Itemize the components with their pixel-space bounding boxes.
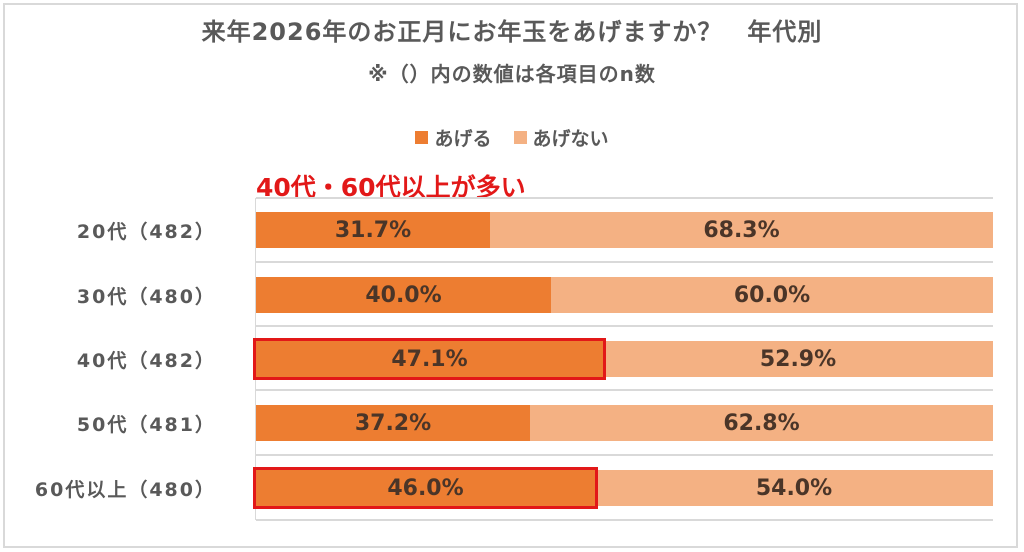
bar-segment-give: 31.7% bbox=[256, 212, 490, 248]
legend-swatch-give bbox=[415, 131, 429, 144]
bar-segment-give: 37.2% bbox=[256, 405, 530, 441]
legend-label-give: あげる bbox=[434, 128, 492, 150]
gridline bbox=[256, 389, 993, 391]
bar-segment-give: 46.0% bbox=[256, 470, 595, 506]
highlight-box bbox=[253, 338, 606, 380]
highlight-box bbox=[253, 467, 598, 509]
gridline bbox=[256, 261, 993, 263]
y-axis-label: 30代（480） bbox=[76, 285, 216, 308]
legend-item-not-give: あげない bbox=[513, 124, 609, 151]
plot-area: 31.7% 68.3% 40.0% 60.0% 47.1% 52.9% 37.2% 62.8%… bbox=[253, 197, 993, 521]
bar-segment-not-give: 54.0% bbox=[595, 470, 993, 506]
bar-segment-not-give: 62.8% bbox=[530, 405, 993, 441]
legend-label-not-give: あげない bbox=[532, 128, 609, 150]
bar-segment-not-give: 60.0% bbox=[551, 277, 993, 313]
legend: あげる あげない bbox=[0, 124, 1024, 151]
bar-segment-give: 47.1% bbox=[256, 341, 603, 377]
gridline bbox=[256, 325, 993, 327]
bar-segment-give: 40.0% bbox=[256, 277, 551, 313]
bar-row: 37.2% 62.8% bbox=[256, 405, 993, 441]
y-axis-label: 20代（482） bbox=[76, 220, 216, 243]
gridline bbox=[256, 197, 993, 199]
bar-row: 40.0% 60.0% bbox=[256, 277, 993, 313]
gridline bbox=[256, 454, 993, 456]
bar-segment-not-give: 68.3% bbox=[490, 212, 993, 248]
chart-frame bbox=[3, 3, 1018, 548]
legend-swatch-not-give bbox=[513, 131, 527, 144]
chart-title: 来年2026年のお正月にお年玉をあげますか？ 年代別 bbox=[201, 18, 823, 46]
bar-row: 47.1% 52.9% bbox=[256, 341, 993, 377]
bar-row: 31.7% 68.3% bbox=[256, 212, 993, 248]
bar-row: 46.0% 54.0% bbox=[256, 470, 993, 506]
y-axis-label: 50代（481） bbox=[76, 413, 216, 436]
y-axis-label: 40代（482） bbox=[76, 349, 216, 372]
chart-subtitle: ※（）内の数値は各項目のn数 bbox=[368, 62, 656, 86]
bar-segment-not-give: 52.9% bbox=[603, 341, 993, 377]
legend-item-give: あげる bbox=[415, 124, 492, 151]
gridline bbox=[256, 519, 993, 521]
y-axis-label: 60代以上（480） bbox=[34, 478, 216, 501]
